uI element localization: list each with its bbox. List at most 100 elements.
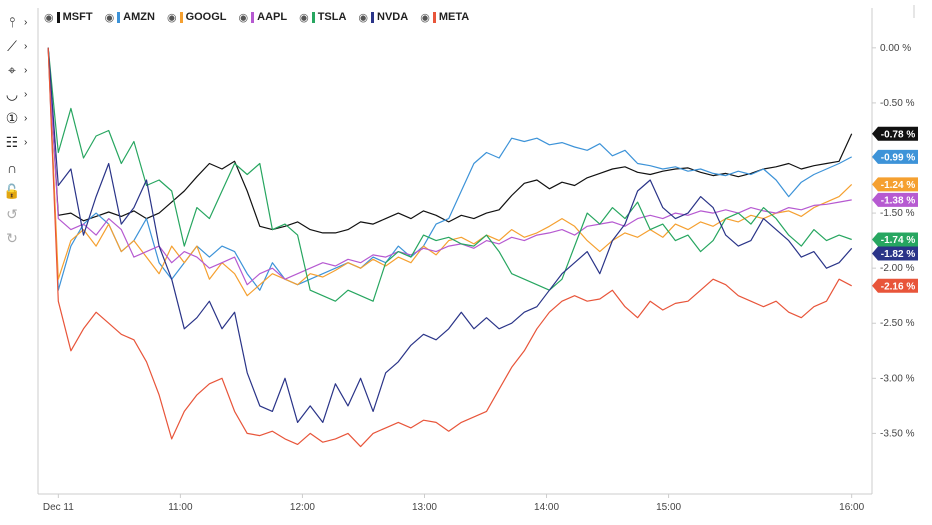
measure-tools-icon: ☷ [5,134,19,150]
chevron-right-icon[interactable]: › [24,64,28,76]
redo-tool-icon: ↻ [6,230,18,246]
x-tick-label: 12:00 [290,502,315,513]
drawing-toolbar: ⫯ › ⟋ › ⌖ › ◡ › ① › ☷ › ∩ 🔓 ↺ ↻ [0,0,34,525]
undo-tool-icon: ↺ [6,206,18,222]
x-tick-label: 14:00 [534,502,559,513]
x-tick-label: 15:00 [656,502,681,513]
crosshair-tool-icon: ⫯ [8,14,16,30]
legend-swatch [371,11,375,23]
legend-label: MSFT [62,11,93,23]
curve-tools-icon: ◡ [5,86,19,102]
legend-item-meta[interactable]: ◉ META [420,11,469,24]
eye-icon[interactable]: ◉ [299,11,309,24]
badge-label: -1.74 % [881,235,916,246]
chevron-right-icon[interactable]: › [24,16,28,28]
legend-swatch [251,11,255,23]
x-tick-label: Dec 11 [43,502,74,513]
legend-label: TSLA [317,11,347,23]
legend-label: GOOGL [185,11,227,23]
last-value-badge-meta: -2.16 % [872,278,918,293]
x-tick-label: 13:00 [412,502,437,513]
badge-background [872,232,918,247]
legend-item-tsla[interactable]: ◉ TSLA [299,11,346,24]
legend-swatch [56,11,60,23]
redo-tool: ↻ [2,228,34,248]
chevron-right-icon[interactable]: › [24,40,28,52]
chevron-right-icon[interactable]: › [24,136,28,148]
shape-tools-icon: ⌖ [8,62,16,78]
legend-swatch [432,11,436,23]
series-line-googl [47,47,853,297]
badge-label: -0.99 % [881,152,916,163]
legend-label: AMZN [123,11,155,23]
y-tick-label: -3.50 % [880,428,915,439]
series-line-meta [47,47,852,448]
legend-item-msft[interactable]: ◉ MSFT [44,11,93,24]
curve-tools[interactable]: ◡ › [2,84,34,104]
chevron-right-icon[interactable]: › [24,112,28,124]
series-line-aapl [47,47,852,286]
last-value-badge-nvda: -1.82 % [872,246,918,261]
annotation-tools-icon: ① [5,110,19,126]
annotation-tools[interactable]: ① › [2,108,34,128]
badge-background [872,278,918,293]
last-value-badge-googl: -1.24 % [872,177,918,192]
y-tick-label: -0.50 % [880,98,915,109]
legend-item-googl[interactable]: ◉ GOOGL [167,11,227,24]
badge-background [872,149,918,164]
badge-background [872,246,918,261]
series-line-nvda [47,47,853,423]
shape-tools[interactable]: ⌖ › [2,60,34,80]
x-tick-label: 16:00 [839,502,864,513]
chevron-right-icon[interactable]: › [24,88,28,100]
line-tools-icon: ⟋ [7,38,17,54]
last-value-badge-aapl: -1.38 % [872,192,918,207]
legend-label: NVDA [377,11,409,23]
eye-icon[interactable]: ◉ [420,11,430,24]
magnet-tool[interactable]: ∩ [2,158,34,178]
line-tools[interactable]: ⟋ › [2,36,34,56]
legend-swatch [179,11,183,23]
legend-swatch [117,11,121,23]
y-tick-label: -2.50 % [880,318,915,329]
magnet-tool-icon: ∩ [6,160,18,176]
undo-tool: ↺ [2,204,34,224]
badge-label: -1.38 % [881,195,916,206]
last-value-badge-amzn: -0.99 % [872,149,918,164]
series-layer [47,47,853,448]
eye-icon[interactable]: ◉ [44,11,54,24]
eye-icon[interactable]: ◉ [104,11,115,24]
last-value-badge-tsla: -1.74 % [872,232,918,247]
badge-background [872,177,918,192]
legend-item-aapl[interactable]: ◉ AAPL [239,11,288,24]
y-tick-label: -2.00 % [880,263,915,274]
legend-swatch [311,11,315,23]
badge-label: -0.78 % [881,129,916,140]
y-tick-label: -1.50 % [880,208,915,219]
measure-tools[interactable]: ☷ › [2,132,34,152]
eye-icon[interactable]: ◉ [166,11,177,24]
badge-background [872,192,918,207]
lock-tool-icon: 🔓 [3,183,21,199]
legend: ◉ MSFT ◉ AMZN ◉ GOOGL ◉ AAPL ◉ TSLA ◉ NVDA ◉ META [44,8,469,26]
legend-item-nvda[interactable]: ◉ NVDA [358,11,408,24]
last-value-badges: -0.78 % -0.99 % -1.24 % -1.38 % -1.74 % -1.82… [872,126,918,293]
legend-label: AAPL [257,11,288,23]
eye-icon[interactable]: ◉ [238,11,249,24]
eye-icon[interactable]: ◉ [358,11,369,24]
legend-item-amzn[interactable]: ◉ AMZN [105,11,155,24]
badge-label: -1.82 % [881,249,916,260]
last-value-badge-msft: -0.78 % [872,126,918,141]
badge-label: -1.24 % [881,180,916,191]
legend-label: META [438,11,470,23]
crosshair-tool[interactable]: ⫯ › [2,12,34,32]
y-tick-label: 0.00 % [880,43,911,54]
y-tick-label: -3.00 % [880,373,915,384]
series-line-msft [47,47,853,234]
badge-background [872,126,918,141]
series-line-tsla [47,47,852,302]
series-line-amzn [47,47,852,291]
badge-label: -2.16 % [881,281,916,292]
lock-tool[interactable]: 🔓 [2,181,34,201]
